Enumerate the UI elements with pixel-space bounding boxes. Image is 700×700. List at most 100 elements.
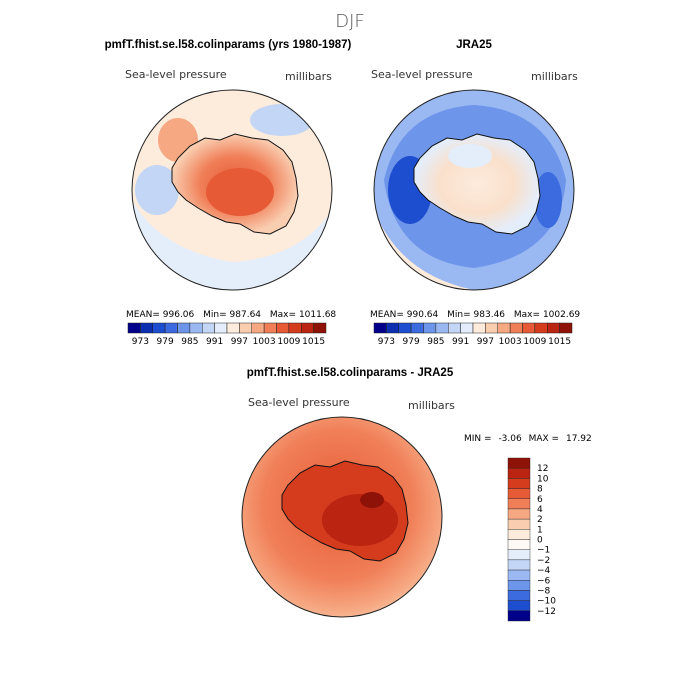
colorbar-tick-label: 12 [537,464,548,474]
panel-b-coastline [413,133,541,235]
panel-c-max-label: MAX = [529,434,560,444]
colorbar-tick-label: −2 [537,556,550,566]
panel-b-units: millibars [531,70,578,83]
panel-b-low-east [534,172,562,228]
panel-c-max: 17.92 [566,434,592,444]
colorbar-swatch [288,322,302,334]
colorbar-tick-label: −4 [537,566,551,576]
colorbar-tick-label: 10 [537,474,549,484]
colorbar-swatch [226,322,240,334]
colorbar-tick-label: 973 [132,337,149,347]
colorbar-tick-label: 1009 [523,337,546,347]
panel-a-map-border [131,89,333,291]
colorbar-swatch [507,549,531,561]
panel-c-coastline [281,460,409,562]
colorbar-swatch [423,322,437,334]
colorbar-swatch [509,322,523,334]
colorbar-tick-label: 1003 [499,337,522,347]
colorbar-swatch [152,322,166,334]
colorbar-swatch [507,600,531,612]
panel-a-mean: 996.06 [163,310,195,320]
colorbar-swatch [177,322,191,334]
panel-c-stats: MIN = -3.06 MAX = 17.92 [464,434,592,444]
panel-a-map [132,90,332,290]
panel-c-map [242,417,442,617]
panel-a-min-label: Min= [203,310,227,320]
colorbar-tick-label: 1009 [277,337,300,347]
colorbar-swatch [386,322,399,334]
panel-b-heading: JRA25 [456,39,492,51]
colorbar-tick-label: 979 [403,337,420,347]
panel-b-map [374,90,574,290]
colorbar-tick-label: 2 [537,515,543,525]
colorbar-tick-label: −1 [537,546,550,556]
colorbar-swatch [507,559,531,571]
colorbar-swatch [507,498,531,510]
colorbar-swatch [507,488,531,499]
colorbar-swatch [507,518,531,530]
colorbar-tick-label: 997 [477,337,494,347]
panel-a-units: millibars [285,70,332,83]
colorbar-swatch [239,322,252,334]
colorbar-swatch [472,322,486,334]
colorbar-swatch [559,322,573,334]
colorbar-swatch [507,457,531,469]
panel-b-mean: 990.64 [407,310,439,320]
panel-c-min: -3.06 [498,434,522,444]
colorbar-tick-label: 4 [537,505,543,515]
colorbar-swatch [507,539,531,550]
colorbar-swatch [251,322,265,334]
panel-b-max-label: Max= [514,310,540,320]
colorbar-tick-label: −8 [537,586,551,596]
colorbar-tick-label: 1015 [548,337,571,347]
colorbar-tick-label: 985 [181,337,198,347]
colorbar-tick-label: −12 [537,607,556,617]
figure-title: DJF [335,11,365,32]
panel-a-variable: Sea-level pressure [125,68,227,81]
colorbar-swatch [410,322,424,334]
panel-a-colorbar: 973 979 985 991 997 1003 1009 1015 [127,322,327,347]
panel-b-max: 1002.69 [543,310,580,320]
colorbar-tick-label: −6 [537,576,551,586]
colorbar-swatch [522,322,536,334]
colorbar-swatch [435,322,449,334]
panel-a-min: 987.64 [230,310,262,320]
colorbar-swatch [507,478,531,489]
colorbar-swatch [301,322,314,334]
panel-a-heading: pmfT.fhist.se.l58.colinparams (yrs 1980-… [105,39,352,51]
panel-a-max: 1011.68 [299,310,336,320]
colorbar-swatch [263,322,277,334]
panel-a-coastline [171,133,299,235]
colorbar-swatch [547,322,560,334]
colorbar-swatch [507,467,531,479]
colorbar-tick-label: 997 [231,337,248,347]
colorbar-swatch [507,569,531,581]
colorbar-swatch [448,322,461,334]
colorbar-swatch [189,322,203,334]
panel-b-min: 983.46 [474,310,506,320]
panel-a-max-label: Max= [270,310,296,320]
colorbar-swatch [373,322,387,334]
panel-a-mean-label: MEAN= [126,310,160,320]
colorbar-swatch [460,322,474,334]
panel-b-min-label: Min= [447,310,471,320]
colorbar-swatch [214,322,228,334]
colorbar-swatch [507,529,531,540]
colorbar-swatch [497,322,511,334]
panel-b-continent-fill [414,134,540,234]
colorbar-tick-label: 8 [537,485,543,495]
panel-c-max-inner [360,492,384,508]
colorbar-swatch [313,322,327,334]
colorbar-swatch [507,580,531,591]
panel-a-high-core [206,168,274,216]
panel-c-variable: Sea-level pressure [248,396,350,409]
panel-b-map-border [373,89,575,291]
panel-b-inland-blue [448,144,492,168]
colorbar-tick-label: 991 [452,337,469,347]
colorbar-swatch [140,322,153,334]
panel-c-min-label: MIN = [464,434,492,444]
colorbar-tick-label: 1 [537,525,543,535]
panel-c-heading: pmfT.fhist.se.l58.colinparams - JRA25 [247,367,454,379]
colorbar-swatch [507,590,531,601]
